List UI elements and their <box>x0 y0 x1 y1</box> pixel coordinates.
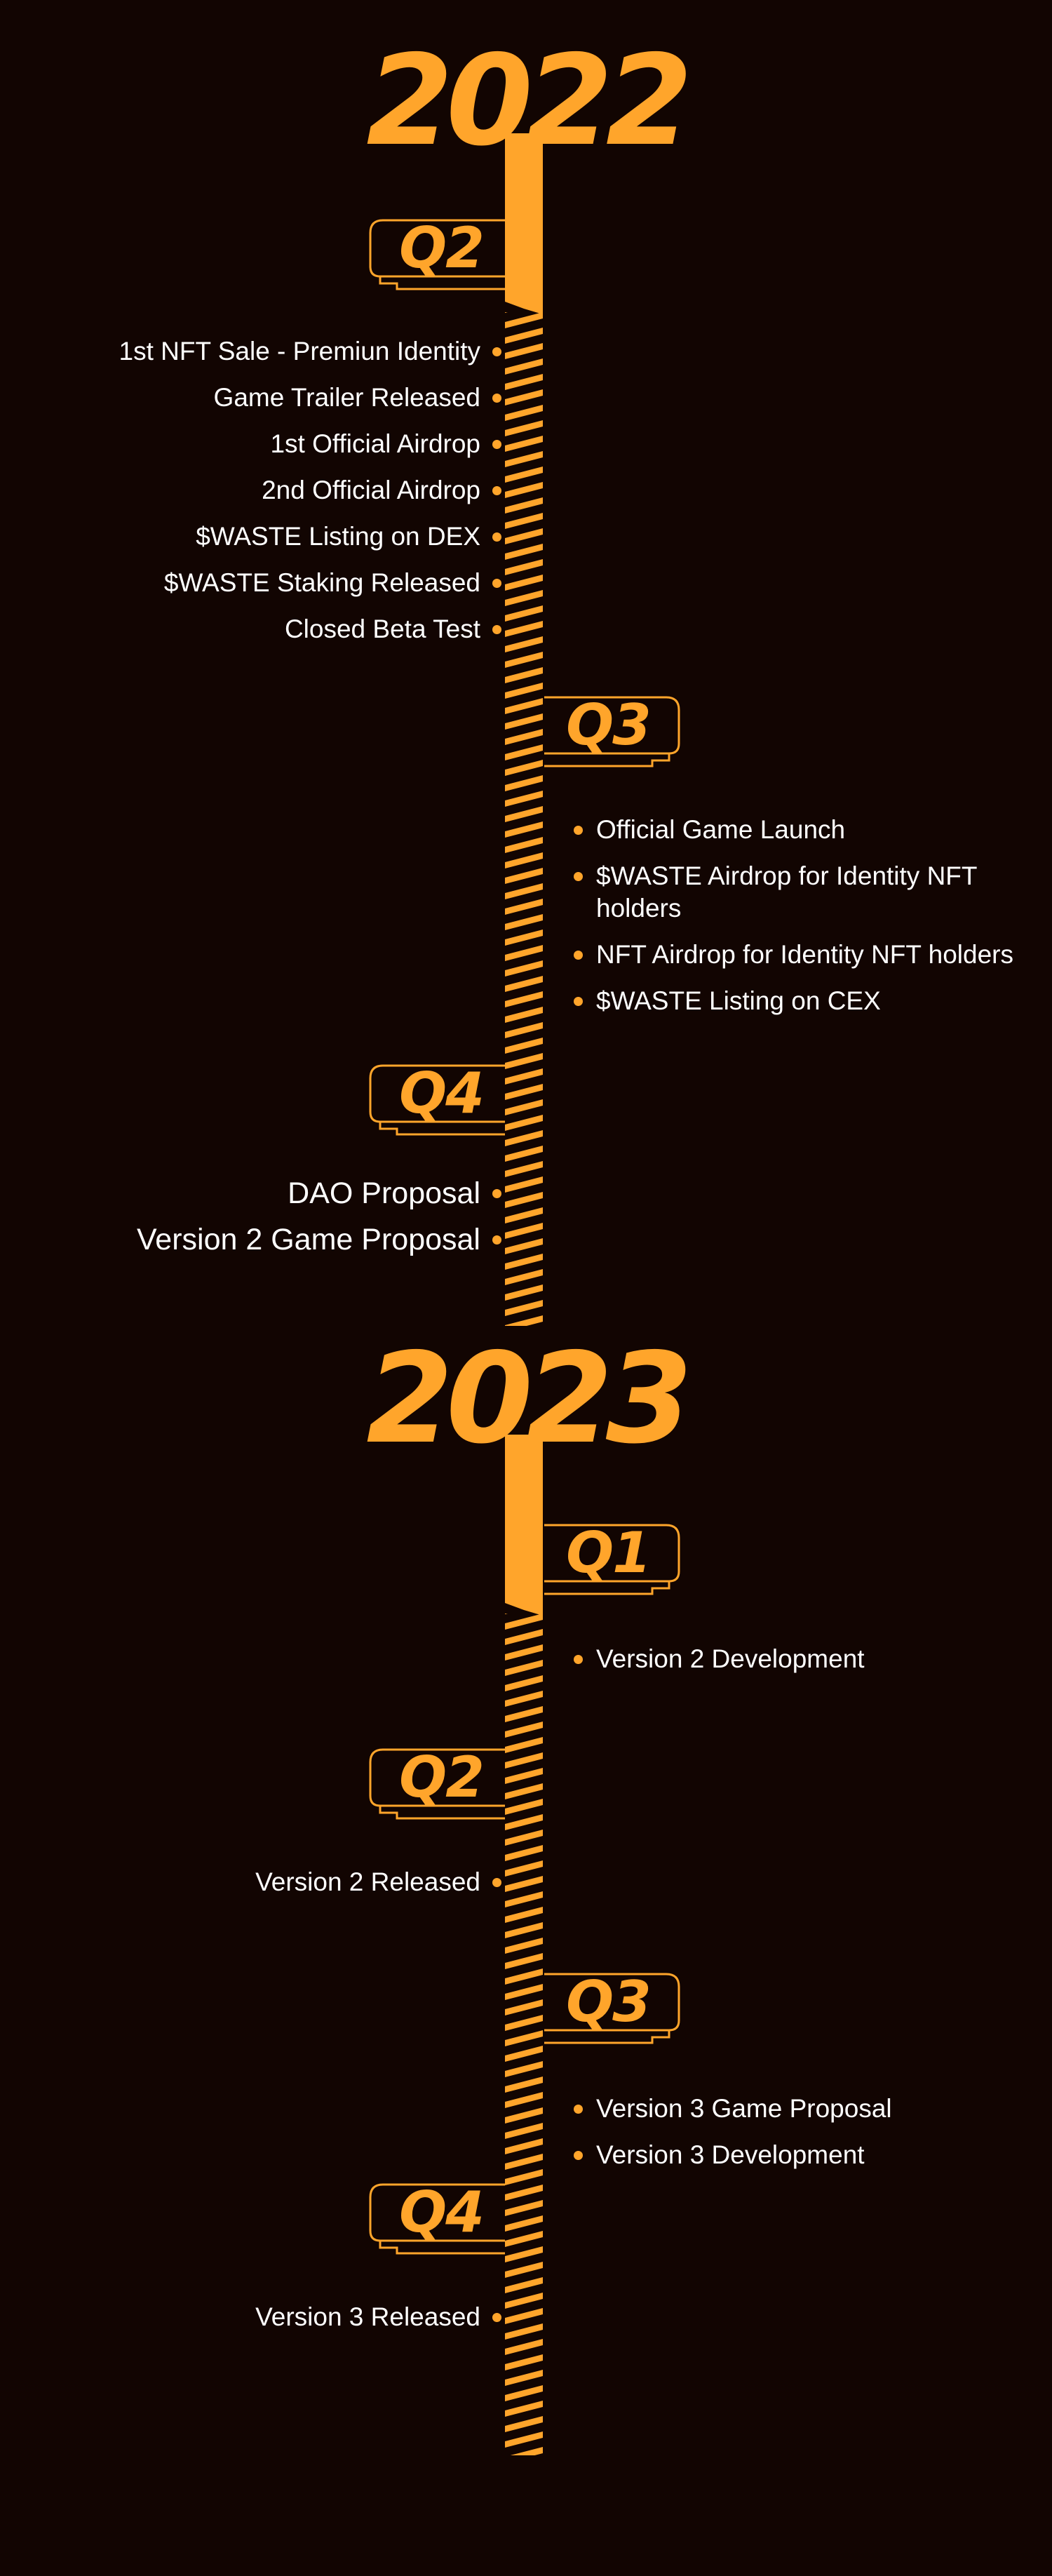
bullet-icon <box>492 579 501 588</box>
list-item: 1st Official Airdrop <box>42 428 501 460</box>
bullet-icon <box>492 486 501 495</box>
badge-frame-icon <box>369 219 505 290</box>
quarter-badge-2023-q4: Q4 <box>365 2175 505 2259</box>
bullet-icon <box>492 1235 501 1245</box>
list-item: Version 3 Development <box>574 2139 1038 2171</box>
quarter-badge-2022-q3: Q3 <box>544 687 685 772</box>
quarter-items-2022-q4: DAO Proposal Version 2 Game Proposal <box>42 1177 501 1270</box>
list-item: $WASTE Staking Released <box>42 567 501 599</box>
quarter-items-2023-q2: Version 2 Released <box>42 1866 501 1912</box>
timeline-spine-2023 <box>505 1435 543 2455</box>
list-item: Version 2 Released <box>42 1866 501 1898</box>
bullet-icon <box>574 2151 583 2160</box>
list-item: Game Trailer Released <box>42 382 501 414</box>
badge-frame-icon <box>544 1524 680 1595</box>
quarter-items-2022-q3: Official Game Launch $WASTE Airdrop for … <box>574 814 1038 1031</box>
bullet-icon <box>492 440 501 449</box>
list-item: Version 2 Development <box>574 1643 1038 1675</box>
quarter-badge-2023-q2: Q2 <box>365 1740 505 1824</box>
quarter-label: Q2 <box>399 1745 485 1810</box>
list-item: $WASTE Listing on DEX <box>42 521 501 553</box>
list-item: Closed Beta Test <box>42 613 501 645</box>
list-item: DAO Proposal <box>42 1177 501 1209</box>
bullet-icon <box>492 1878 501 1887</box>
list-item: $WASTE Listing on CEX <box>574 985 1038 1017</box>
list-item: Official Game Launch <box>574 814 1038 846</box>
bullet-icon <box>574 1655 583 1664</box>
bullet-icon <box>492 347 501 356</box>
bullet-icon <box>492 1189 501 1198</box>
quarter-items-2023-q3: Version 3 Game Proposal Version 3 Develo… <box>574 2093 1038 2185</box>
quarter-label: Q2 <box>399 215 485 281</box>
bullet-icon <box>574 2105 583 2114</box>
bullet-icon <box>574 997 583 1006</box>
list-item: Version 3 Released <box>42 2301 501 2333</box>
quarter-items-2023-q1: Version 2 Development <box>574 1643 1038 1689</box>
bullet-icon <box>492 2313 501 2322</box>
bullet-icon <box>492 532 501 542</box>
list-item: 1st NFT Sale - Premiun Identity <box>42 335 501 368</box>
timeline-spine-2022 <box>505 133 543 1326</box>
badge-frame-icon <box>544 1973 680 2044</box>
quarter-badge-2022-q2: Q2 <box>365 210 505 295</box>
quarter-label: Q3 <box>566 1969 652 2034</box>
quarter-items-2022-q2: 1st NFT Sale - Premiun Identity Game Tra… <box>42 335 501 659</box>
badge-frame-icon <box>369 1064 505 1136</box>
list-item: 2nd Official Airdrop <box>42 474 501 507</box>
bullet-icon <box>574 872 583 881</box>
badge-frame-icon <box>544 696 680 767</box>
bullet-icon <box>574 826 583 835</box>
quarter-badge-2023-q1: Q1 <box>544 1515 685 1599</box>
quarter-badge-2023-q3: Q3 <box>544 1964 685 2048</box>
quarter-badge-2022-q4: Q4 <box>365 1056 505 1140</box>
bullet-icon <box>574 951 583 960</box>
list-item: $WASTE Airdrop for Identity NFT holders <box>574 860 1038 925</box>
list-item: Version 3 Game Proposal <box>574 2093 1038 2125</box>
list-item: NFT Airdrop for Identity NFT holders <box>574 939 1038 971</box>
bullet-icon <box>492 394 501 403</box>
quarter-label: Q1 <box>566 1520 652 1585</box>
badge-frame-icon <box>369 2183 505 2255</box>
badge-frame-icon <box>369 1748 505 1820</box>
quarter-label: Q3 <box>566 692 652 758</box>
quarter-label: Q4 <box>399 1061 485 1126</box>
quarter-items-2023-q4: Version 3 Released <box>42 2301 501 2347</box>
list-item: Version 2 Game Proposal <box>42 1223 501 1256</box>
quarter-label: Q4 <box>399 2180 485 2245</box>
bullet-icon <box>492 625 501 634</box>
